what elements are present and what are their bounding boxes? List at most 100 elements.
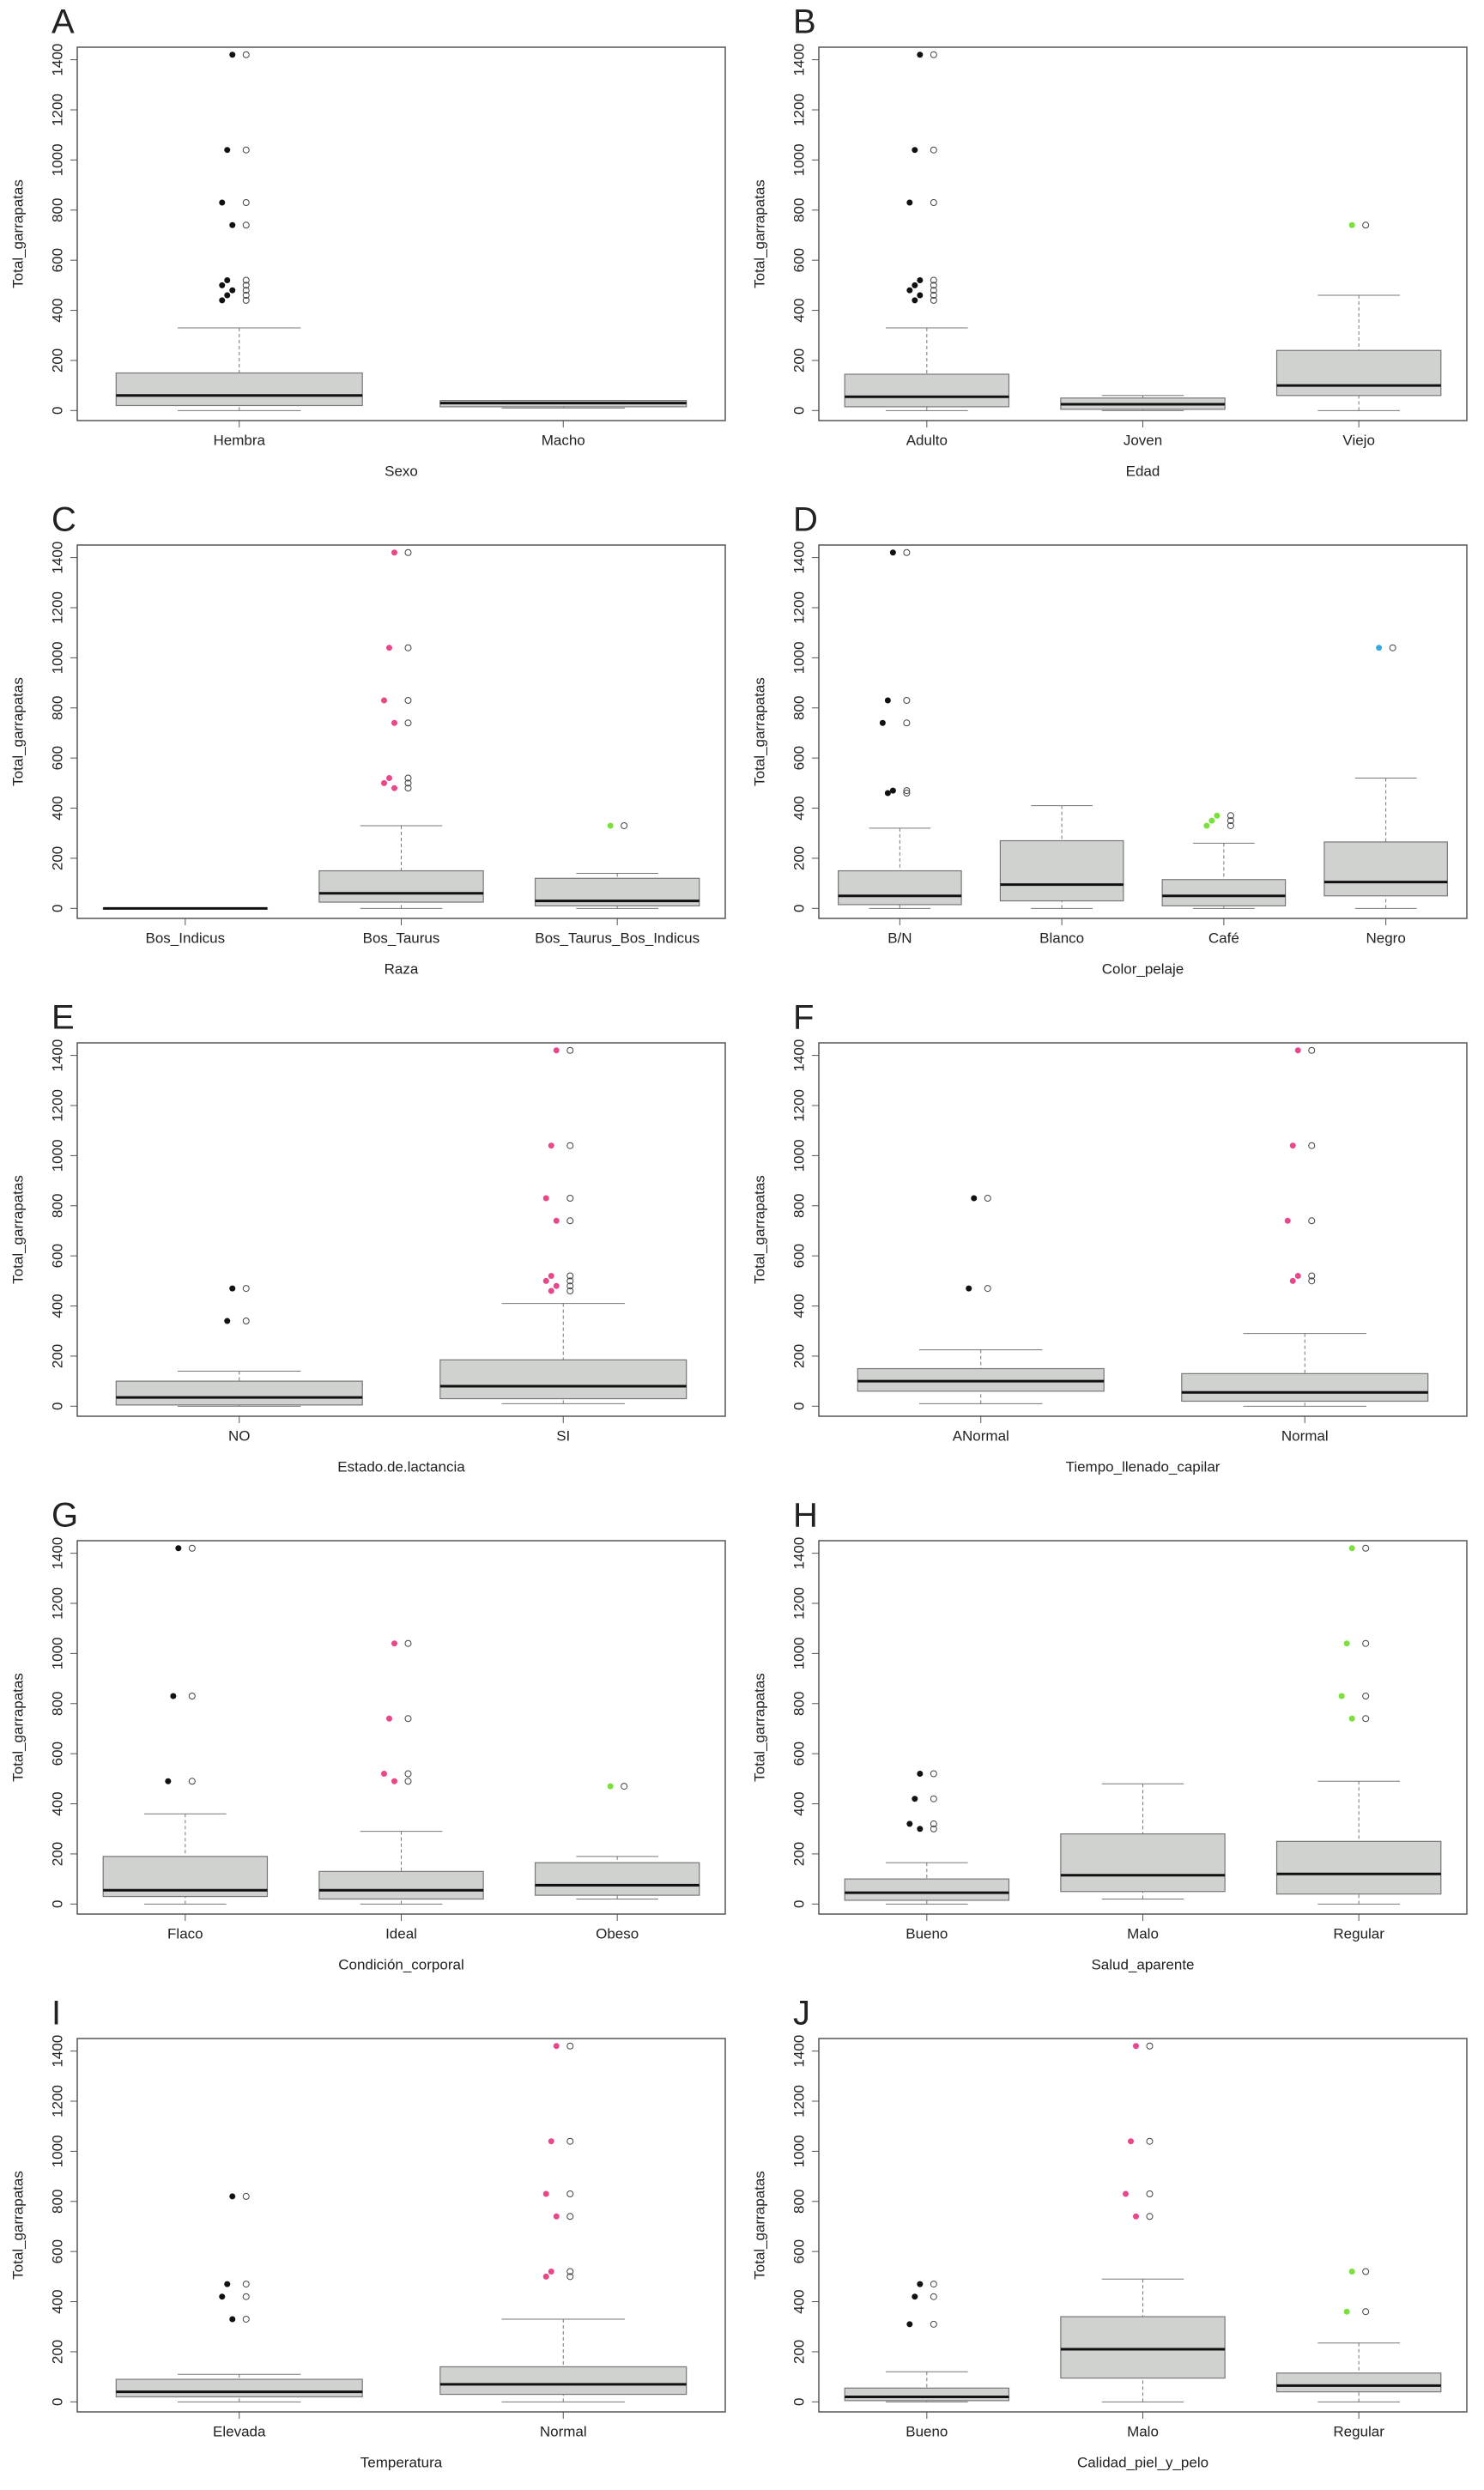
outlier-point [224,292,231,299]
y-tick-label: 1000 [790,1637,807,1669]
x-tick-label: Obeso [596,1925,639,1942]
y-tick-label: 200 [49,2340,65,2364]
outlier [404,785,412,792]
outlier-point [229,2193,236,2200]
outlier [930,2281,937,2288]
outlier [242,296,250,304]
outlier-point [1214,812,1221,819]
y-tick-label: 1400 [49,44,65,76]
outlier [903,697,911,705]
outlier-point [912,297,918,304]
y-tick-label: 0 [49,905,65,912]
y-axis-title: Total_garrapatas [9,1673,26,1782]
outlier-point [971,1195,978,1202]
outlier-point [553,2213,560,2220]
y-tick-label: 800 [49,696,65,720]
outlier [1146,2190,1154,2198]
outlier-point [1208,817,1215,824]
outlier-point [1343,2308,1350,2315]
outlier-point [175,1545,182,1552]
outlier-point [1294,1273,1301,1280]
x-tick-label: Malo [1127,1925,1159,1942]
y-tick-label: 1000 [790,2135,807,2167]
outlier-point [542,2190,549,2197]
outlier [404,697,412,705]
x-tick-label: Negro [1366,930,1405,946]
outlier-point [917,1771,924,1778]
outlier-point [229,287,236,294]
outlier-point [542,2273,549,2280]
outlier [404,774,412,782]
outlier-point [879,719,886,726]
outlier [188,1693,196,1700]
x-axis-title: Raza [385,960,419,977]
x-tick-label: Bueno [906,2423,948,2439]
y-tick-label: 0 [790,1900,807,1908]
y-tick-label: 800 [790,1194,807,1218]
y-tick-label: 0 [790,407,807,415]
y-tick-label: 1400 [790,2035,807,2068]
outlier-point [912,1796,918,1802]
outlier [1389,644,1396,651]
x-axis-title: Color_pelaje [1102,960,1184,977]
y-tick-label: 400 [790,298,807,322]
outlier [930,2293,937,2300]
y-tick-label: 1200 [790,1587,807,1620]
y-tick-label: 800 [790,696,807,720]
outlier [566,2190,574,2198]
outlier-point [542,1195,549,1202]
outlier-point [553,2043,560,2050]
x-axis-title: Sexo [385,463,418,479]
outlier-point [553,1282,560,1289]
y-tick-label: 200 [790,1344,807,1368]
outlier [566,1046,574,1054]
y-tick-label: 200 [49,846,65,870]
y-tick-label: 1000 [790,143,807,176]
outlier-point [1284,1217,1291,1224]
outlier-point [165,1778,172,1784]
y-axis-title: Total_garrapatas [751,677,767,786]
panel-letter: F [793,999,814,1037]
y-tick-label: 0 [49,1900,65,1908]
outlier [930,1820,937,1827]
outlier [242,1318,250,1325]
outlier-point [607,1783,614,1790]
y-tick-label: 200 [790,348,807,373]
outlier-point [1338,1693,1345,1699]
y-tick-label: 200 [49,1344,65,1368]
outlier-point [391,1778,397,1784]
y-axis-title: Total_garrapatas [751,2171,767,2280]
panel-letter: A [51,3,75,41]
outlier [404,1715,412,1723]
outlier-point [224,147,231,154]
x-axis-title: Estado.de.lactancia [337,1458,465,1475]
outlier [404,1770,412,1778]
plot-frame [818,544,1468,919]
y-tick-label: 1400 [790,1537,807,1570]
y-tick-label: 1000 [49,2135,65,2167]
outlier-point [381,779,387,786]
plot-frame [76,1042,726,1417]
box [1161,879,1287,907]
y-axis-title: Total_garrapatas [9,179,26,288]
y-tick-label: 1000 [49,1139,65,1172]
y-tick-label: 1200 [49,1089,65,1122]
y-tick-label: 1200 [790,94,807,126]
outlier [1362,2308,1370,2316]
box [318,869,484,903]
outlier-point [1123,2190,1129,2197]
outlier-point [889,549,896,556]
y-tick-label: 0 [49,1403,65,1410]
y-tick-label: 400 [49,796,65,820]
y-tick-label: 1200 [49,94,65,126]
outlier-point [912,282,918,288]
x-tick-label: Bos_Indicus [146,930,226,946]
y-tick-label: 200 [790,2340,807,2364]
outlier [566,2137,574,2145]
outlier-point [219,199,226,206]
outlier [566,2268,574,2275]
outlier [1146,2213,1154,2220]
outlier-point [386,1715,392,1722]
outlier-point [1348,221,1355,228]
box [1181,1372,1429,1403]
